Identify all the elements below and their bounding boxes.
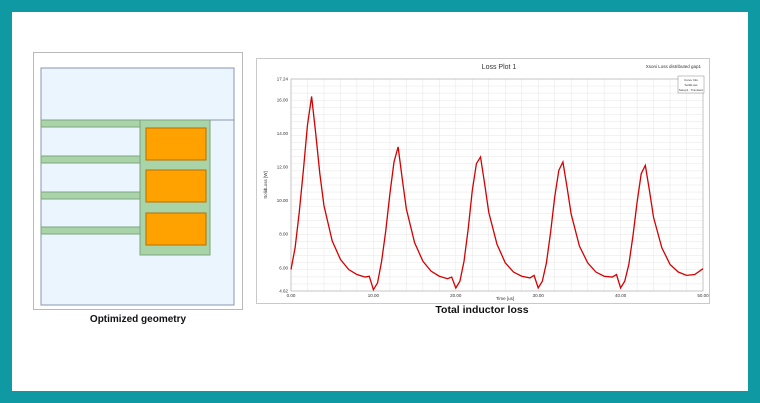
y-tick-label: 14.00 bbox=[277, 131, 289, 136]
loss-caption: Total inductor loss bbox=[435, 304, 529, 316]
loss-plot: Loss Plot 1 Xsoni Loss distributed gap1 … bbox=[256, 58, 710, 304]
geometry-caption: Optimized geometry bbox=[89, 314, 187, 325]
x-tick-label: 0.00 bbox=[287, 293, 296, 298]
legend-frame bbox=[677, 75, 705, 94]
x-tick-label: 40.00 bbox=[615, 293, 627, 298]
y-tick-label: 8.00 bbox=[279, 232, 288, 237]
legend-setup: Setup1 : Transient bbox=[679, 88, 704, 92]
y-tick-label: 12.00 bbox=[277, 165, 289, 170]
winding-3 bbox=[145, 212, 207, 246]
winding-1 bbox=[145, 127, 207, 161]
air-gap-leg-4 bbox=[40, 226, 141, 235]
chart-top-right-label: Xsoni Loss distributed gap1 bbox=[646, 64, 702, 69]
y-tick-label: 17.24 bbox=[277, 77, 289, 82]
x-tick-label: 50.00 bbox=[697, 293, 709, 298]
x-tick-label: 20.00 bbox=[450, 293, 462, 298]
x-axis-label: Time [us] bbox=[496, 296, 514, 301]
series-line-solidloss bbox=[290, 96, 704, 292]
grid-lines bbox=[291, 79, 703, 291]
x-tick-label: 10.00 bbox=[368, 293, 380, 298]
legend-box: Curve Info SolidLoss Setup1 : Transient bbox=[677, 75, 705, 94]
legend-entry: SolidLoss bbox=[684, 83, 698, 87]
y-tick-labels: 4.62 6.00 8.00 10.00 12.00 14.00 16.00 17.24 bbox=[277, 77, 289, 294]
x-tick-label: 30.00 bbox=[533, 293, 545, 298]
legend-title: Curve Info bbox=[684, 78, 698, 82]
inductor-geometry-figure bbox=[33, 52, 243, 310]
air-gap-leg-3 bbox=[40, 191, 141, 200]
x-tick-labels: 0.00 10.00 20.00 30.00 40.00 50.00 bbox=[287, 293, 710, 298]
air-gap-leg-1 bbox=[40, 119, 141, 128]
air-gap-leg-2 bbox=[40, 155, 141, 164]
y-tick-label: 16.00 bbox=[277, 97, 289, 102]
winding-2 bbox=[145, 169, 207, 203]
plot-area bbox=[290, 78, 704, 292]
loss-chart-svg: Loss Plot 1 Xsoni Loss distributed gap1 … bbox=[263, 64, 710, 301]
y-tick-label: 10.00 bbox=[277, 198, 289, 203]
y-axis-label: SolidLoss [W] bbox=[263, 171, 268, 199]
y-tick-label: 4.62 bbox=[279, 289, 288, 294]
chart-title: Loss Plot 1 bbox=[482, 64, 517, 71]
y-tick-label: 6.00 bbox=[279, 265, 288, 270]
